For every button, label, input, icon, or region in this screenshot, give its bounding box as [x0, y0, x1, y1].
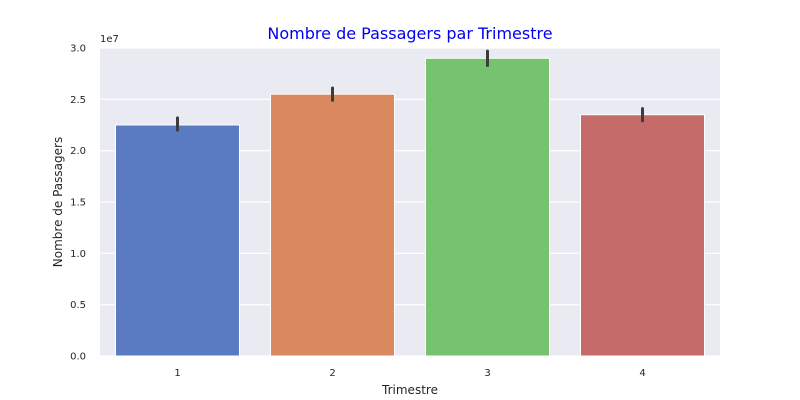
bar-q2 [270, 93, 395, 357]
x-tick-label: 4 [639, 368, 645, 379]
bar-q1 [115, 124, 240, 357]
x-tick-label: 2 [329, 368, 335, 379]
y-tick-label: 0.0 [70, 352, 86, 363]
y-tick-labels: 0.0 0.5 1.0 1.5 2.0 2.5 3.0 [70, 44, 86, 363]
y-tick-label: 0.5 [70, 300, 86, 311]
x-tick-label: 1 [174, 368, 180, 379]
bars [115, 57, 705, 357]
y-tick-label: 1.0 [70, 249, 86, 260]
y-tick-label: 2.0 [70, 146, 86, 157]
error-bars [176, 49, 644, 132]
bar-q4 [580, 114, 705, 357]
y-axis-label: Nombre de Passagers [51, 137, 65, 267]
bar-q3 [425, 57, 550, 357]
y-tick-label: 2.5 [70, 95, 86, 106]
x-axis-label: Trimestre [381, 383, 438, 397]
chart-title: Nombre de Passagers par Trimestre [267, 24, 552, 43]
x-tick-labels: 1 2 3 4 [174, 368, 645, 379]
x-tick-label: 3 [484, 368, 490, 379]
y-tick-label: 1.5 [70, 198, 86, 209]
y-axis-offset-text: 1e7 [100, 34, 119, 45]
y-tick-label: 3.0 [70, 44, 86, 55]
